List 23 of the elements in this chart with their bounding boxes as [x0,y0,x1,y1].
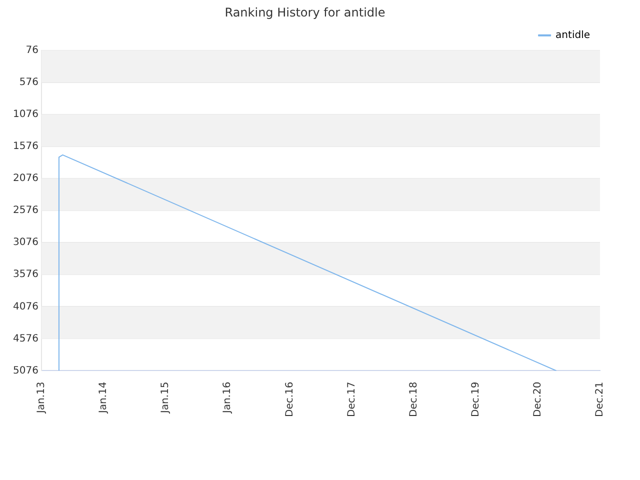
x-tick-label: Dec.16 [284,382,296,418]
y-tick-label: 76 [26,44,38,56]
x-tick-label: Jan.16 [222,382,234,414]
y-tick-label: 5076 [12,365,38,376]
x-tick-label: Dec.19 [470,382,482,418]
y-tick-label: 3576 [12,269,38,280]
y-tick-label: 1576 [12,141,38,152]
chart-title: Ranking History for antidle [224,5,386,20]
y-tick-label: 4076 [12,301,38,312]
y-tick-label: 2576 [12,205,38,216]
y-tick-label: 1076 [12,109,38,120]
y-tick-label: 576 [19,77,38,88]
x-tick-label: Jan.13 [36,382,48,414]
y-tick-label: 3076 [12,237,38,248]
x-tick-label: Jan.15 [160,382,172,414]
x-tick-label: Dec.20 [532,382,544,418]
y-tick-label: 4576 [12,333,38,344]
x-tick-label: Dec.21 [594,382,606,418]
x-tick-label: Dec.17 [346,382,358,418]
y-tick-label: 2076 [12,173,38,184]
x-tick-label: Jan.14 [98,382,110,414]
legend-label: antidle [556,30,590,41]
x-tick-label: Dec.18 [408,382,420,418]
